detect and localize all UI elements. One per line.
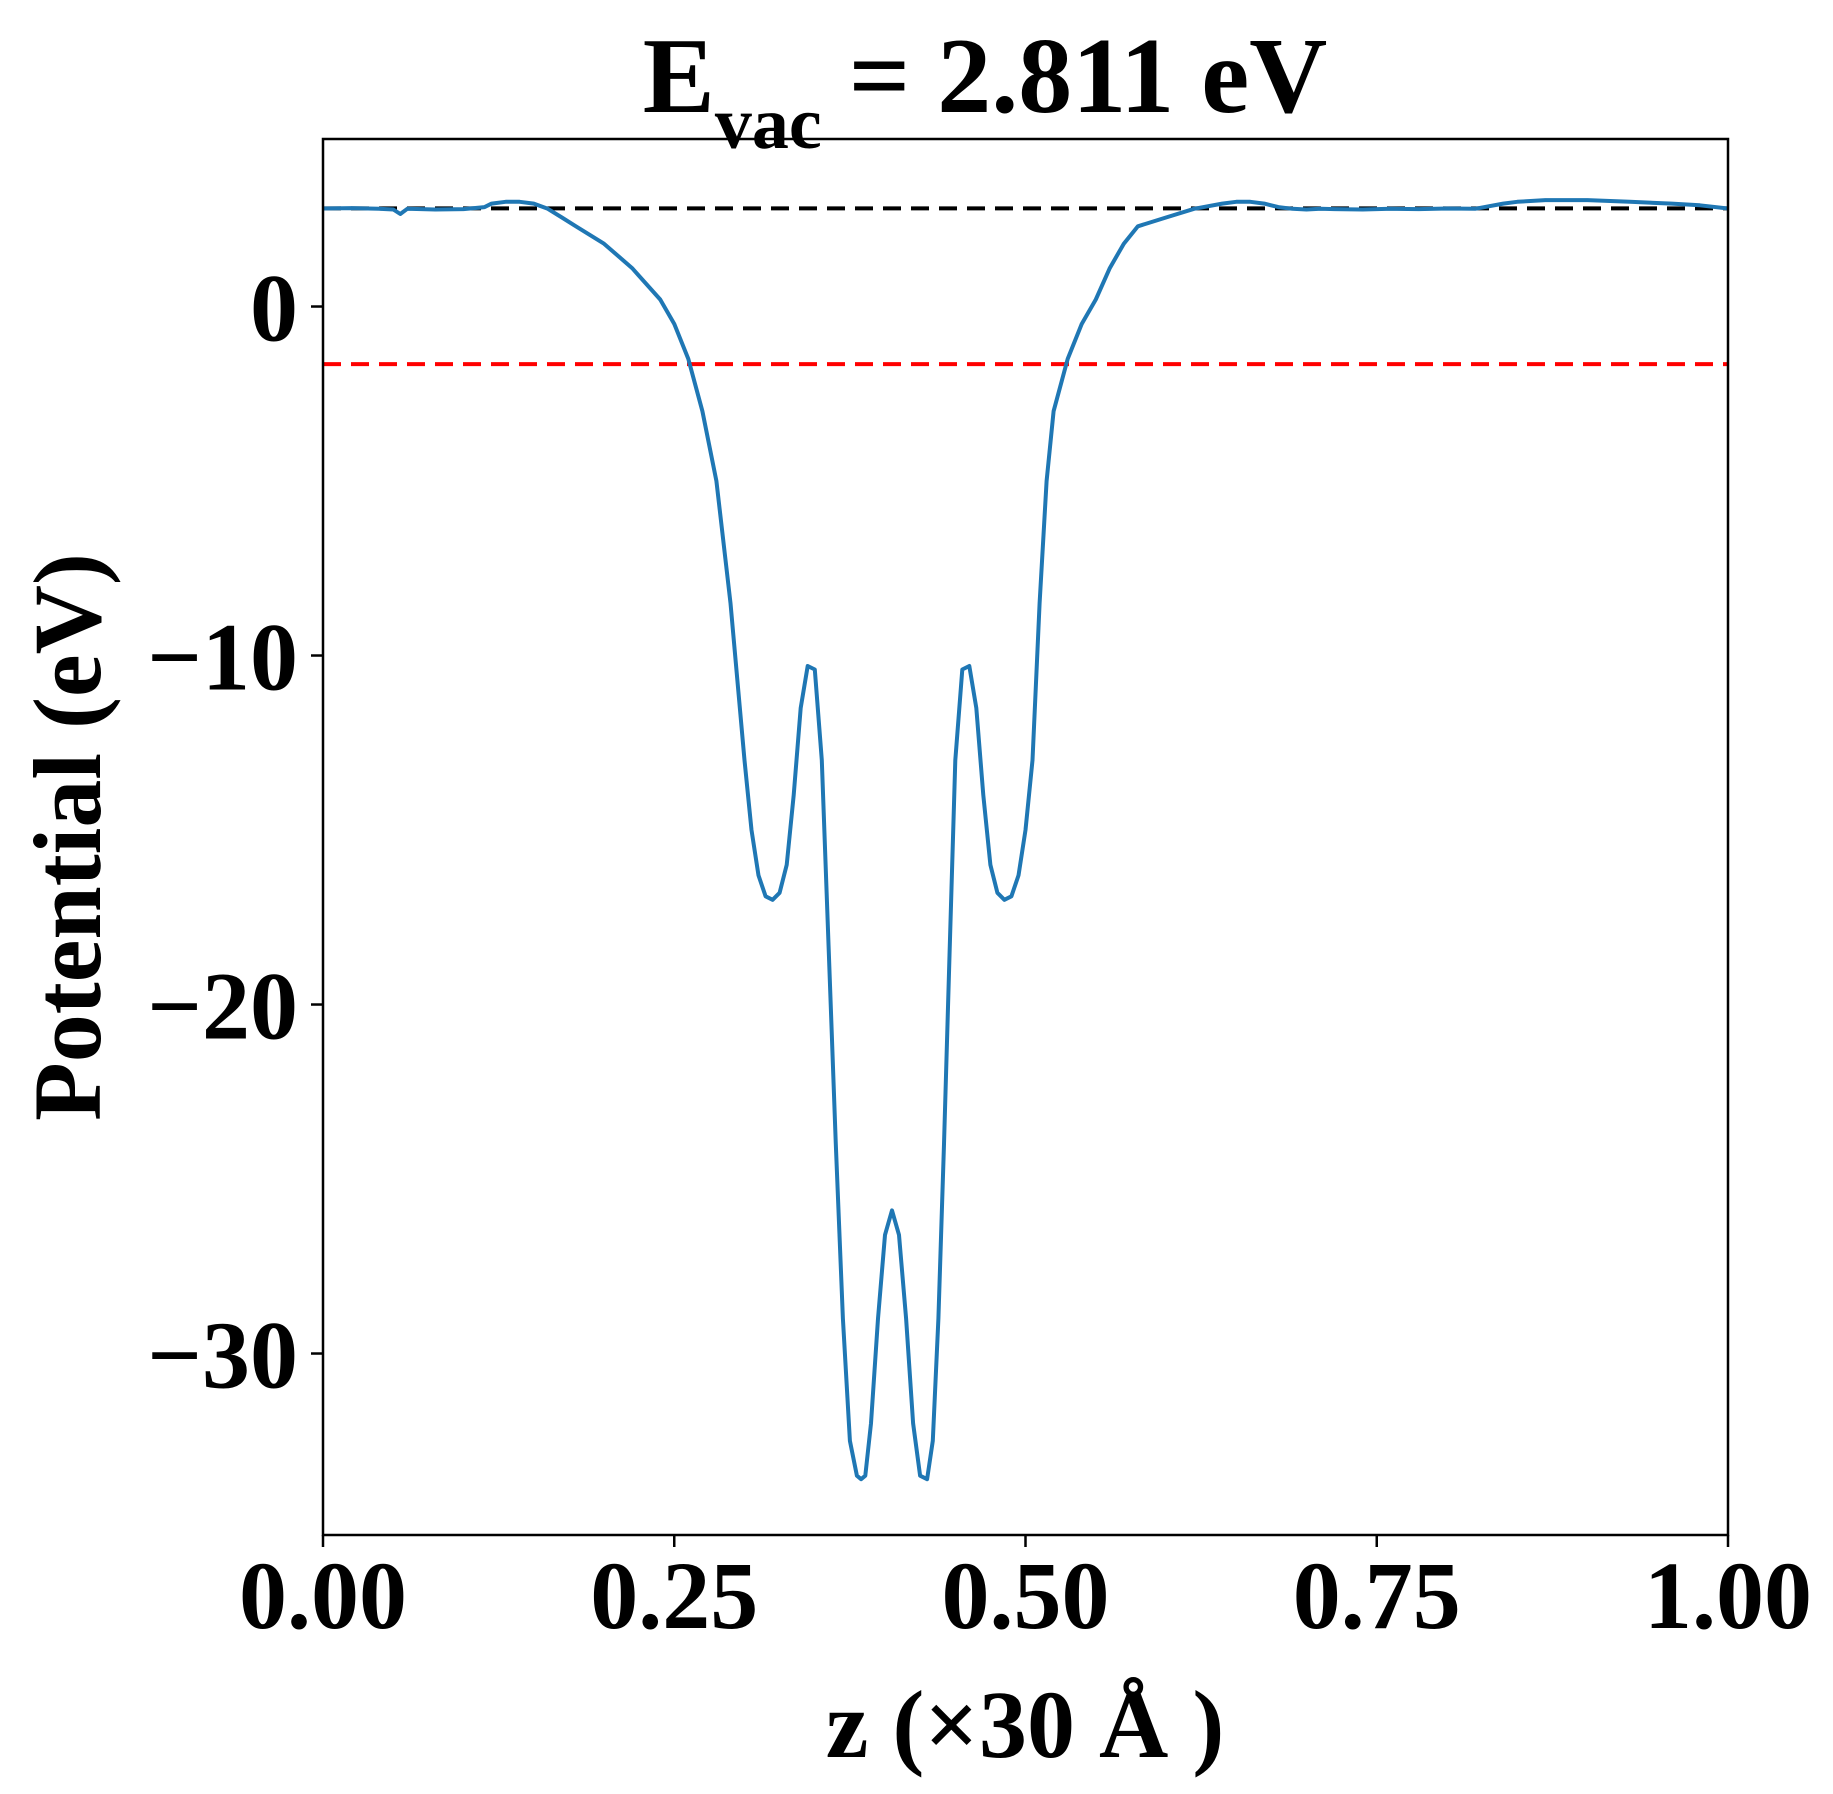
chart-title: Evac = 2.811 eV: [643, 17, 1327, 165]
x-tick-label: 1.00: [1644, 1542, 1812, 1649]
title-subscript: vac: [715, 83, 822, 165]
y-tick-label: 0: [250, 255, 298, 362]
x-tick-label: 0.75: [1293, 1542, 1461, 1649]
y-axis: 0 −10 −20 −30: [147, 255, 323, 1409]
x-axis-label: z (×30 Å ): [826, 1671, 1225, 1778]
title-main: E: [643, 17, 715, 136]
title-rest: = 2.811 eV: [822, 17, 1328, 136]
x-tick-label: 0.00: [239, 1542, 407, 1649]
y-axis-label: Potential (eV): [14, 553, 121, 1121]
y-tick-label: −20: [147, 953, 298, 1060]
x-tick-label: 0.25: [590, 1542, 758, 1649]
x-axis: 0.00 0.25 0.50 0.75 1.00: [239, 1535, 1812, 1649]
y-tick-label: −10: [147, 604, 298, 711]
x-tick-label: 0.50: [942, 1542, 1110, 1649]
plot-content: [323, 198, 1728, 1482]
potential-series-line: [323, 198, 1728, 1482]
y-tick-label: −30: [147, 1302, 298, 1409]
